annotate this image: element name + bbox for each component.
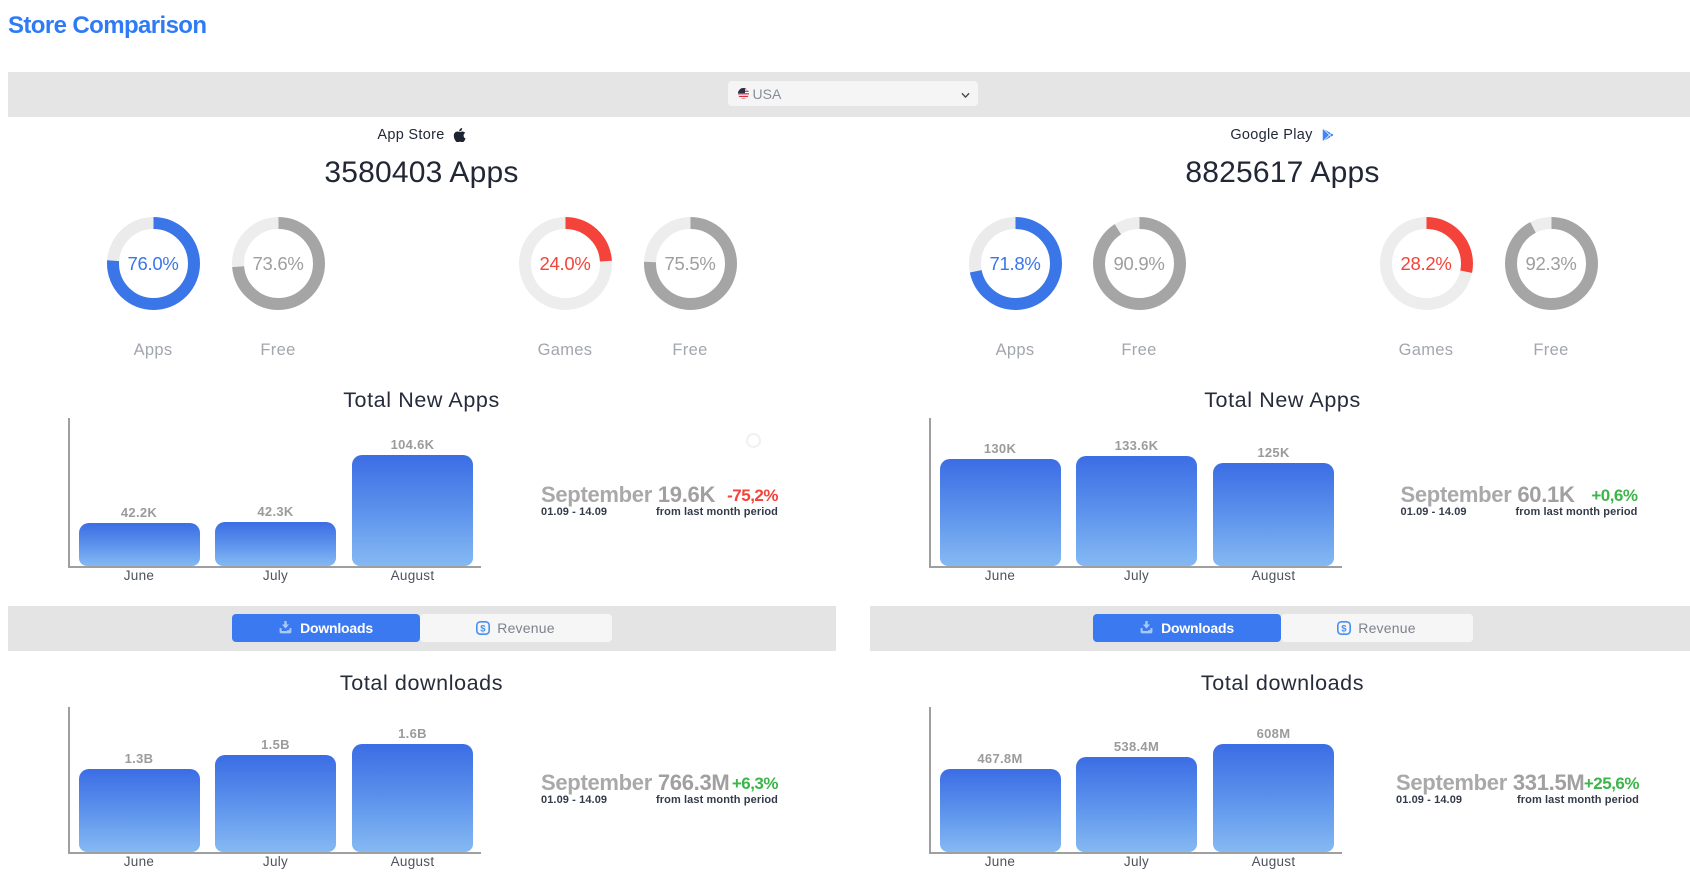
- svg-text:$: $: [481, 623, 487, 634]
- svg-text:$: $: [1342, 623, 1348, 634]
